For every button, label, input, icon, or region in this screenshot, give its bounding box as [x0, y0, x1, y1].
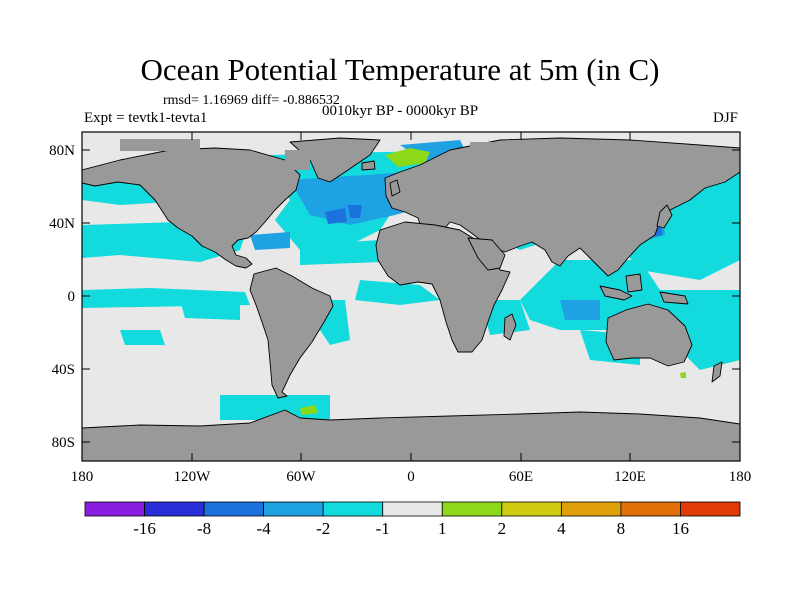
australia	[605, 303, 693, 367]
colorbar-box	[382, 501, 443, 517]
colorbar-label: 2	[498, 519, 507, 538]
colorbar-label: -2	[316, 519, 330, 538]
arabia	[467, 237, 506, 271]
colorbar-label: -4	[257, 519, 272, 538]
y-tick-label: 80S	[52, 435, 75, 451]
colorbar-box	[203, 501, 265, 517]
colorbar-box	[144, 501, 205, 517]
borneo	[625, 273, 643, 293]
colorbar-label: 8	[617, 519, 626, 538]
x-tick-label: 120W	[174, 469, 212, 485]
season-label: DJF	[712, 110, 738, 126]
x-tick-label: 60W	[286, 469, 316, 485]
madagascar	[503, 313, 517, 341]
new-zealand	[711, 361, 723, 383]
colorbar-label: -1	[376, 519, 390, 538]
japan	[656, 204, 673, 229]
y-tick-label: 0	[68, 289, 76, 305]
antarctica	[82, 409, 740, 461]
indonesia	[599, 285, 633, 301]
stats-label: rmsd= 1.16969 diff= -0.886532	[163, 93, 340, 108]
figure-title: Ocean Potential Temperature at 5m (in C)	[140, 52, 660, 87]
colorbar-box	[84, 501, 145, 517]
colorbar-box	[560, 501, 622, 517]
colorbar-label: 4	[557, 519, 566, 538]
colorbar-box	[620, 501, 681, 517]
colorbar-box	[680, 501, 741, 517]
colorbar	[84, 501, 741, 517]
x-tick-label: 60E	[509, 469, 533, 485]
axis-ticks	[81, 132, 741, 461]
y-tick-label: 80N	[49, 143, 75, 159]
south-america	[249, 267, 334, 399]
colorbar-box	[441, 501, 503, 517]
colorbar-label: -8	[197, 519, 211, 538]
y-tick-label: 40N	[49, 216, 75, 232]
colorbar-label: 16	[672, 519, 689, 538]
colorbar-box	[263, 501, 324, 517]
new-guinea	[659, 291, 689, 305]
greenland	[289, 137, 381, 183]
x-tick-label: 0	[407, 469, 415, 485]
x-tick-label: 180	[71, 469, 94, 485]
x-tick-label: 120E	[614, 469, 646, 485]
colorbar-box	[322, 501, 384, 517]
y-tick-label: 40S	[52, 362, 75, 378]
x-tick-label: 180	[729, 469, 752, 485]
colorbar-labels: -16 -8 -4 -2 -1 1 2 4 8 16	[133, 519, 689, 538]
map-area	[82, 132, 740, 461]
colorbar-label: 1	[438, 519, 447, 538]
period-label: 0010kyr BP - 0000kyr BP	[322, 103, 479, 119]
colorbar-box	[501, 501, 562, 517]
polar-blocks	[120, 139, 680, 170]
land-masses	[82, 137, 740, 461]
iceland	[361, 160, 376, 171]
british-isles	[389, 179, 401, 197]
colorbar-label: -16	[133, 519, 156, 538]
experiment-label: Expt = tevtk1-tevta1	[84, 110, 208, 126]
